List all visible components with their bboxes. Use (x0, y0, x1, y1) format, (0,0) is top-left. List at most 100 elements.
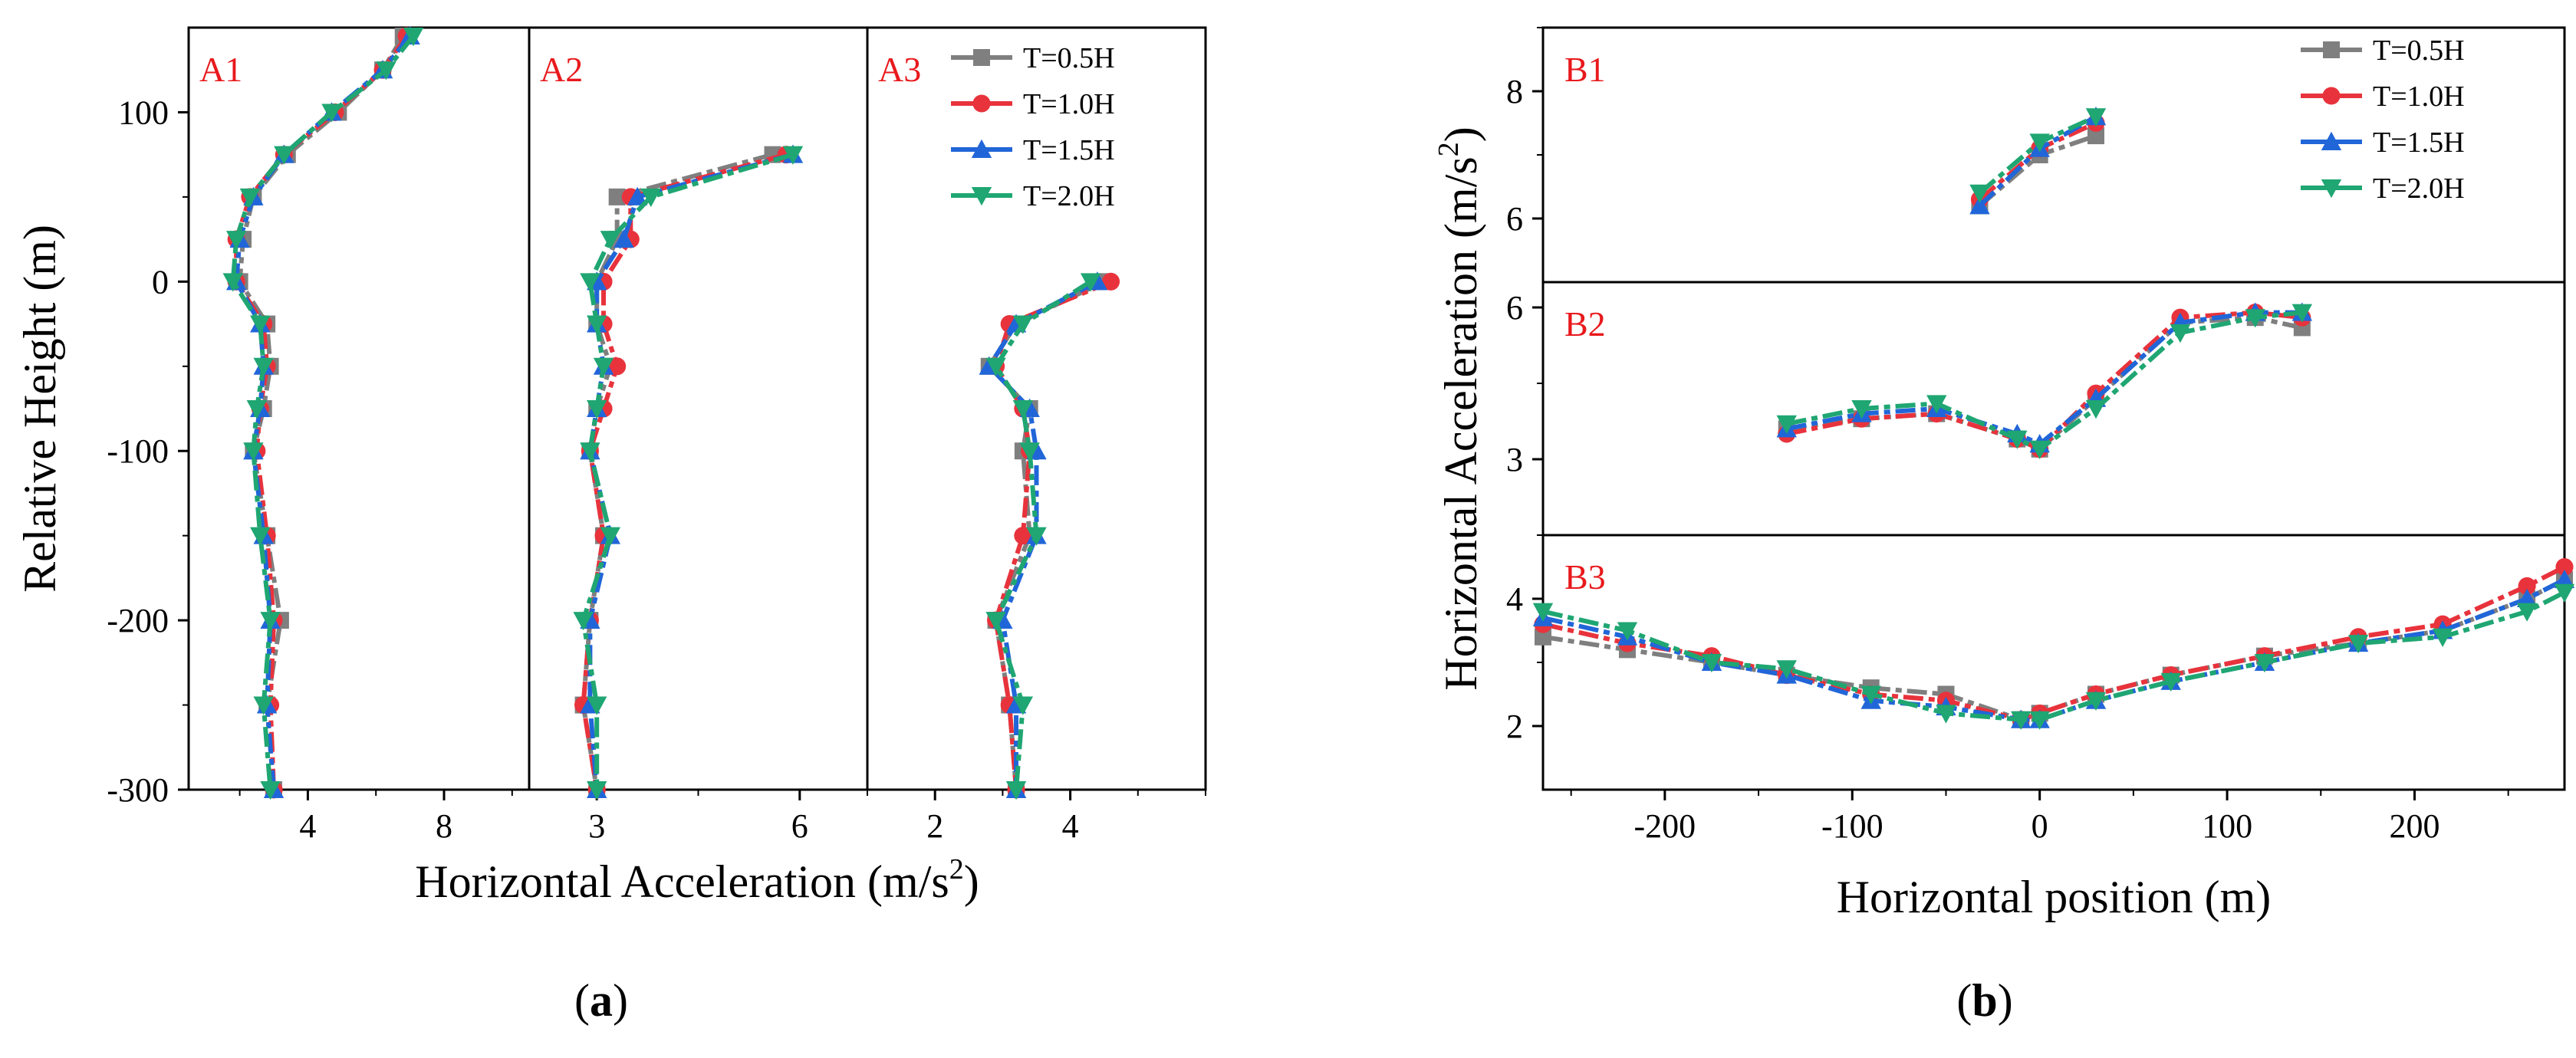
data-point (593, 357, 614, 376)
data-point (1701, 654, 1722, 673)
panel-label: B2 (1564, 304, 1606, 343)
chart-b-frame (1541, 26, 2566, 791)
x-tick-label: 4 (299, 807, 316, 845)
data-point (608, 357, 627, 376)
data-point (627, 186, 648, 205)
chart-a-frame (187, 26, 1207, 791)
x-tick-label: 2 (926, 807, 943, 845)
series-line-T=2.0H (1786, 310, 2303, 452)
data-point (2516, 588, 2538, 607)
series-line-T=1.0H (1786, 310, 2303, 452)
data-point (2245, 309, 2265, 328)
data-point (2518, 577, 2536, 595)
legend-label: T=0.5H (1023, 42, 1115, 74)
data-point (274, 146, 294, 165)
data-point (985, 612, 1006, 631)
x-tick-label: 200 (2389, 807, 2439, 845)
legend-marker (972, 94, 991, 113)
x-tick-label: -100 (1821, 807, 1883, 845)
data-point (321, 104, 342, 123)
data-point (1014, 527, 1032, 545)
data-point (587, 781, 607, 800)
data-point (2085, 400, 2107, 419)
data-point (985, 357, 1006, 376)
data-point (253, 696, 274, 715)
panel-b1: 6 8 B1 (1506, 27, 2107, 238)
data-point (2170, 324, 2191, 343)
legend-marker (973, 49, 990, 66)
data-point (250, 527, 271, 546)
data-point (376, 61, 396, 80)
data-point (1851, 400, 1872, 419)
y-tick-label: 4 (1506, 580, 1523, 618)
series-line-T=1.5H (587, 152, 794, 790)
data-point (260, 781, 281, 800)
data-point (253, 357, 274, 376)
data-point (640, 188, 661, 208)
data-point (1860, 685, 1881, 705)
legend-marker (2322, 87, 2341, 105)
x-axis-label: Horizontal Acceleration (m/s2) (415, 853, 979, 907)
data-point (587, 696, 607, 715)
y-axis-label: Horizontal Acceleration (m/s2) (1433, 127, 1486, 690)
legend-marker (2321, 131, 2342, 150)
legend-marker (971, 187, 992, 206)
legend-label: T=0.5H (2373, 34, 2465, 67)
y-tick-label: -100 (107, 432, 169, 470)
data-point (587, 400, 607, 419)
legend-marker (971, 139, 992, 158)
series-line-T=1.5H (1542, 577, 2566, 722)
data-point (2555, 557, 2574, 577)
legend-b: T=0.5H T=1.0H T=1.5H T=2.0H (2301, 34, 2465, 205)
data-point (403, 28, 424, 47)
data-point (1776, 660, 1797, 679)
caption-a: (a) (574, 975, 628, 1026)
legend-label: T=1.0H (1023, 88, 1115, 120)
panel-a3: 2 4 A3 (867, 50, 1206, 845)
data-point (2011, 711, 2032, 730)
legend-label: T=2.0H (2373, 172, 2465, 205)
data-point (600, 527, 621, 546)
chart-b: -200 -100 0 100 200 Horizontal position (m) Ho… (1433, 26, 2575, 922)
data-point (2085, 692, 2107, 711)
x-tick-label: 4 (1062, 807, 1079, 845)
y-tick-label: 8 (1506, 73, 1523, 110)
data-point (1101, 272, 1120, 291)
data-point (2432, 628, 2453, 647)
panel-b3: 2 4 B3 (1506, 534, 2575, 745)
y-tick-label: -300 (107, 771, 169, 809)
data-point (1005, 781, 1027, 800)
data-point (1012, 400, 1034, 419)
legend-label: T=1.0H (2373, 80, 2465, 113)
series-line-T=0.5H (1542, 577, 2566, 722)
y-tick-label: 6 (1506, 200, 1523, 238)
data-point (1936, 705, 1956, 724)
data-point (2029, 133, 2050, 153)
data-point (782, 146, 804, 165)
legend-marker (2323, 41, 2340, 58)
legend-a: T=0.5H T=1.0H T=1.5H T=2.0H (951, 42, 1115, 212)
data-point (2254, 654, 2275, 673)
y-tick-label: -200 (107, 602, 169, 639)
data-point (250, 315, 271, 334)
data-point (2085, 108, 2107, 127)
legends: T=0.5H T=1.0H T=1.5H T=2.0H T=0.5H T=1.0H T=1.… (951, 34, 2465, 212)
series-line-T=1.0H (993, 279, 1112, 790)
data-point (2087, 127, 2104, 145)
series-line-T=0.5H (581, 152, 774, 790)
data-point (2007, 430, 2028, 449)
series-line-T=1.0H (1542, 564, 2566, 722)
panel-label: A1 (199, 50, 242, 89)
y-tick-label: 6 (1506, 289, 1523, 327)
data-point (1969, 196, 1990, 215)
y-tick-label: 3 (1506, 441, 1523, 478)
series-line-T=1.5H (986, 279, 1099, 790)
data-point (1012, 696, 1034, 715)
data-point (573, 612, 594, 631)
data-point (1535, 628, 1551, 646)
data-point (1026, 527, 1047, 546)
x-tick-label: 3 (588, 807, 605, 845)
data-point (243, 442, 264, 462)
x-tick-label: 0 (2032, 807, 2048, 845)
